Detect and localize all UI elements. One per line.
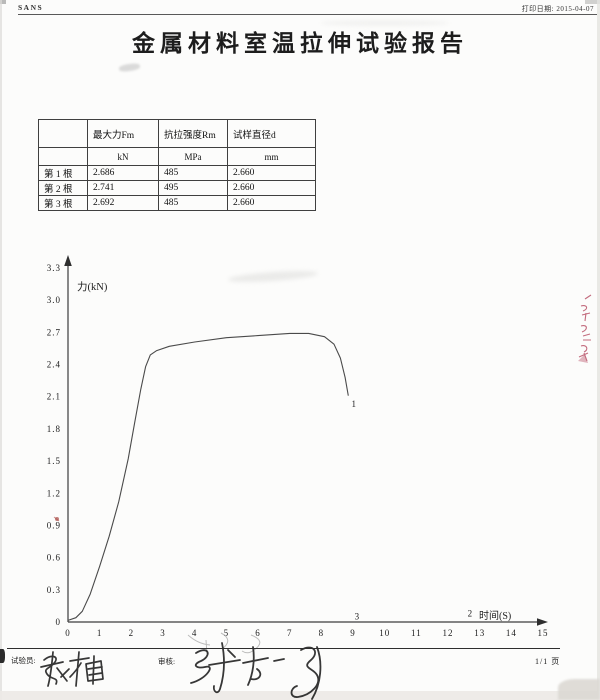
reviewer-signature [190,642,322,700]
y-tick-label: 3.0 [47,295,61,305]
header-cell-diameter: 试样直径d [227,119,316,148]
scan-artifact-top-right [585,0,600,4]
x-tick-label: 14 [506,628,517,638]
x-tick-label: 3 [160,628,166,638]
tester-label: 试验员: [11,656,36,665]
table-header-row: 最大力Fm 抗拉强度Rm 试样直径d [38,119,316,148]
x-axis-arrow-icon [537,618,548,626]
x-tick-label: 1 [97,628,103,638]
y-tick-label: 1.2 [47,488,61,498]
x-tick-label: 10 [379,628,390,638]
y-tick-label: 2.1 [47,392,61,402]
table-row: 第 3 根 2.692 485 2.660 [38,195,316,211]
y-tick-label: 1.5 [47,456,61,466]
red-margin-scribble [578,294,592,363]
header-divider [18,14,597,15]
x-tick-label: 0 [65,628,71,638]
scan-artifact-bottom-left [0,649,5,663]
x-tick-label: 7 [287,628,293,638]
results-table: 最大力Fm 抗拉强度Rm 试样直径d kN MPa mm 第 1 根 2.686… [38,119,316,211]
x-tick-label: 11 [411,628,422,638]
red-check-mark [53,516,60,522]
y-tick-label: 2.4 [47,360,61,370]
header-cell-empty [38,119,88,148]
y-tick-label: 3.3 [47,263,61,273]
x-axis-title: 时间(S) [479,609,511,622]
scan-artifact-top-left [0,0,6,4]
scan-edge-left [0,0,2,700]
y-tick-label: 0 [56,617,62,627]
print-date: 打印日期: 2015-04-07 [521,5,594,13]
page-number: 1/1 页 [535,657,561,666]
y-tick-label: 0.3 [47,585,61,595]
scan-smudge [320,20,450,26]
footer-divider [7,648,560,649]
report-title: 金属材料室温拉伸试验报告 [132,31,468,56]
x-tick-label: 15 [538,628,549,638]
x-tick-label: 13 [474,628,485,638]
x-tick-label: 8 [319,628,325,638]
scan-artifact-bottom-right [558,679,600,700]
x-tick-label: 5 [224,628,230,638]
y-axis-arrow-icon [64,255,72,266]
x-tick-label: 4 [192,628,198,638]
scan-artifact-bottom-strip [0,691,600,700]
chart-plot-area: 0 1 2 3 4 5 6 7 8 9 10 11 12 13 14 1500.30.60.91.21.51.… [47,263,549,638]
y-tick-label: 0.6 [47,553,61,563]
x-tick-label: 2 [129,628,135,638]
header-cell-max-force: 最大力Fm [87,119,159,148]
x-tick-label: 9 [350,628,356,638]
tensile-curve [67,332,349,621]
scan-edge-right [597,0,600,700]
y-tick-label: 1.8 [47,424,61,434]
curve-number-label: 1 [351,399,357,409]
y-axis-title: 力(kN) [77,280,108,293]
y-tick-label: 2.7 [47,327,61,337]
y-tick-label: 0.9 [47,520,61,530]
x-tick-label: 12 [443,628,454,638]
x-tick-label: 6 [255,628,261,638]
cell-diameter: 2.660 [227,195,316,211]
tester-signature [40,651,104,687]
reviewer-label: 审核: [158,657,176,666]
curve-number-label: 3 [355,612,361,622]
brand-logo-text: SANS [18,3,44,12]
curve-number-label: 2 [468,608,474,618]
